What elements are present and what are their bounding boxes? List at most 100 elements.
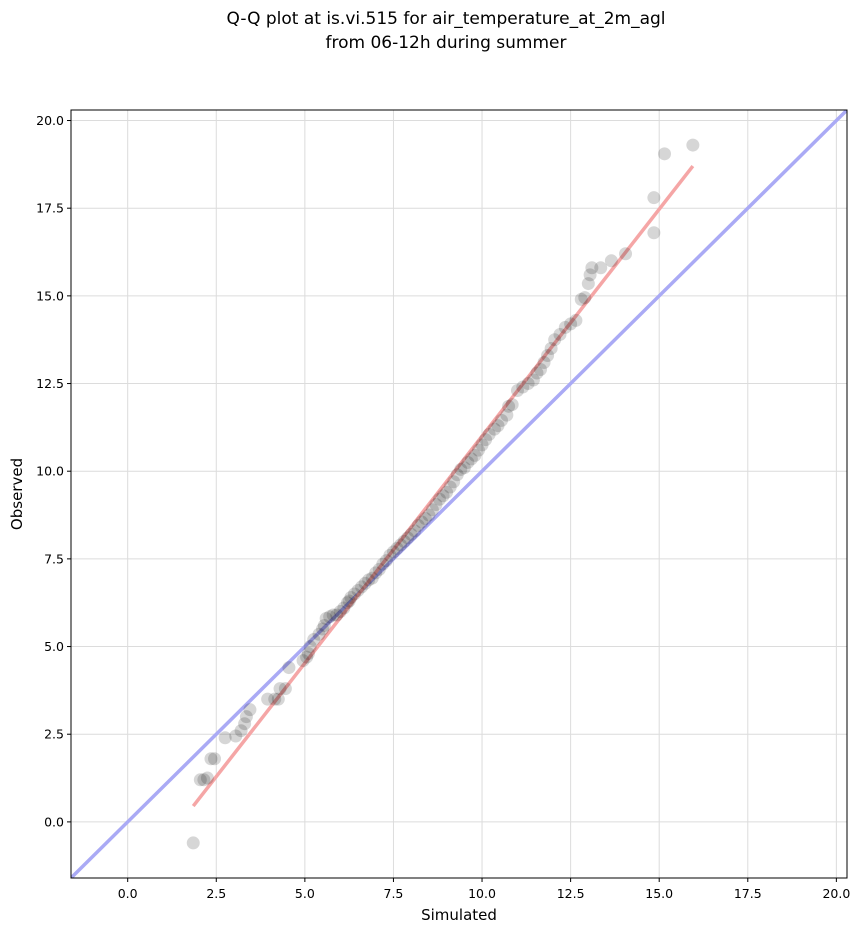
data-point-91 bbox=[558, 320, 572, 334]
data-point-26 bbox=[319, 611, 333, 625]
y-tick-label-3: 7.5 bbox=[44, 551, 64, 566]
data-point-77 bbox=[500, 408, 514, 422]
grid bbox=[71, 110, 847, 878]
data-point-2 bbox=[197, 773, 211, 787]
x-tick-label-8: 20.0 bbox=[822, 886, 850, 901]
data-point-17 bbox=[282, 661, 296, 675]
data-point-92 bbox=[564, 317, 578, 331]
data-point-104 bbox=[658, 147, 672, 161]
data-point-62 bbox=[443, 480, 457, 494]
data-point-82 bbox=[521, 377, 535, 391]
data-point-22 bbox=[307, 633, 321, 647]
data-point-19 bbox=[300, 650, 314, 664]
data-point-39 bbox=[362, 573, 376, 587]
data-point-78 bbox=[502, 399, 516, 413]
data-point-24 bbox=[316, 622, 330, 636]
data-point-28 bbox=[326, 608, 340, 622]
data-point-96 bbox=[581, 277, 595, 291]
data-point-90 bbox=[553, 327, 567, 341]
data-point-37 bbox=[355, 580, 369, 594]
data-point-57 bbox=[425, 503, 439, 517]
data-point-70 bbox=[471, 443, 485, 457]
data-point-65 bbox=[454, 462, 468, 476]
data-point-93 bbox=[569, 313, 583, 327]
y-axis-label: Observed bbox=[8, 458, 26, 530]
data-point-4 bbox=[204, 752, 218, 766]
data-point-71 bbox=[475, 438, 489, 452]
data-point-34 bbox=[344, 590, 358, 604]
y-axis: 0.0 2.5 5.0 7.5 10.0 12.5 15.0 17.5 20.0 bbox=[36, 113, 71, 829]
data-point-73 bbox=[482, 427, 496, 441]
data-point-74 bbox=[487, 422, 501, 436]
plot-area bbox=[71, 110, 847, 878]
data-point-0 bbox=[186, 836, 200, 850]
y-tick-label-0: 0.0 bbox=[44, 814, 64, 829]
data-point-12 bbox=[261, 692, 275, 706]
data-point-84 bbox=[530, 366, 544, 380]
data-point-69 bbox=[468, 448, 482, 462]
data-point-20 bbox=[301, 647, 315, 661]
data-point-14 bbox=[271, 692, 285, 706]
data-point-43 bbox=[376, 557, 390, 571]
data-point-98 bbox=[585, 261, 599, 275]
x-tick-label-6: 15.0 bbox=[645, 886, 673, 901]
data-point-25 bbox=[317, 619, 331, 633]
data-point-13 bbox=[268, 692, 282, 706]
data-point-15 bbox=[273, 682, 287, 696]
data-point-67 bbox=[461, 455, 475, 469]
data-point-102 bbox=[647, 226, 661, 240]
x-axis: 0.0 2.5 5.0 7.5 10.0 12.5 15.0 17.5 20.0 bbox=[118, 878, 850, 901]
data-point-10 bbox=[239, 710, 253, 724]
x-tick-label-5: 12.5 bbox=[557, 886, 585, 901]
x-tick-label-3: 7.5 bbox=[384, 886, 404, 901]
data-point-100 bbox=[604, 254, 618, 268]
data-point-11 bbox=[243, 703, 257, 717]
chart-title-line-1: Q-Q plot at is.vi.515 for air_temperatur… bbox=[226, 9, 665, 29]
data-point-21 bbox=[303, 640, 317, 654]
data-point-6 bbox=[218, 731, 232, 745]
data-point-50 bbox=[401, 531, 415, 545]
data-point-8 bbox=[234, 724, 248, 738]
data-point-35 bbox=[347, 587, 361, 601]
data-point-68 bbox=[464, 452, 478, 466]
data-point-45 bbox=[383, 548, 397, 562]
data-point-76 bbox=[495, 413, 509, 427]
data-point-66 bbox=[457, 461, 471, 475]
data-points bbox=[186, 138, 700, 850]
y-tick-label-6: 15.0 bbox=[36, 288, 64, 303]
x-axis-label: Simulated bbox=[421, 906, 497, 924]
y-tick-label-2: 5.0 bbox=[44, 639, 64, 654]
y-tick-label-4: 10.0 bbox=[36, 464, 64, 479]
data-point-59 bbox=[433, 492, 447, 506]
y-tick-label-8: 20.0 bbox=[36, 113, 64, 128]
data-point-42 bbox=[372, 562, 386, 576]
data-point-27 bbox=[323, 610, 337, 624]
plot-frame bbox=[70, 109, 848, 879]
data-point-16 bbox=[278, 682, 292, 696]
x-tick-label-1: 2.5 bbox=[206, 886, 226, 901]
data-point-44 bbox=[379, 554, 393, 568]
data-point-81 bbox=[516, 380, 530, 394]
data-point-23 bbox=[312, 627, 326, 641]
data-point-63 bbox=[447, 475, 461, 489]
x-tick-label-0: 0.0 bbox=[118, 886, 138, 901]
data-point-40 bbox=[365, 571, 379, 585]
data-point-7 bbox=[229, 729, 243, 743]
data-point-36 bbox=[351, 583, 365, 597]
data-point-83 bbox=[526, 373, 540, 387]
data-point-103 bbox=[647, 191, 661, 205]
data-point-52 bbox=[408, 524, 422, 538]
data-point-9 bbox=[238, 717, 252, 731]
data-point-86 bbox=[537, 355, 551, 369]
y-tick-label-7: 17.5 bbox=[36, 201, 64, 216]
data-point-3 bbox=[200, 771, 214, 785]
data-point-94 bbox=[574, 292, 588, 306]
data-point-31 bbox=[337, 601, 351, 615]
data-point-1 bbox=[193, 773, 207, 787]
data-point-72 bbox=[479, 433, 493, 447]
data-point-105 bbox=[686, 138, 700, 152]
data-point-101 bbox=[619, 247, 633, 261]
data-point-58 bbox=[429, 498, 443, 512]
data-point-47 bbox=[390, 541, 404, 555]
data-point-80 bbox=[510, 384, 524, 398]
